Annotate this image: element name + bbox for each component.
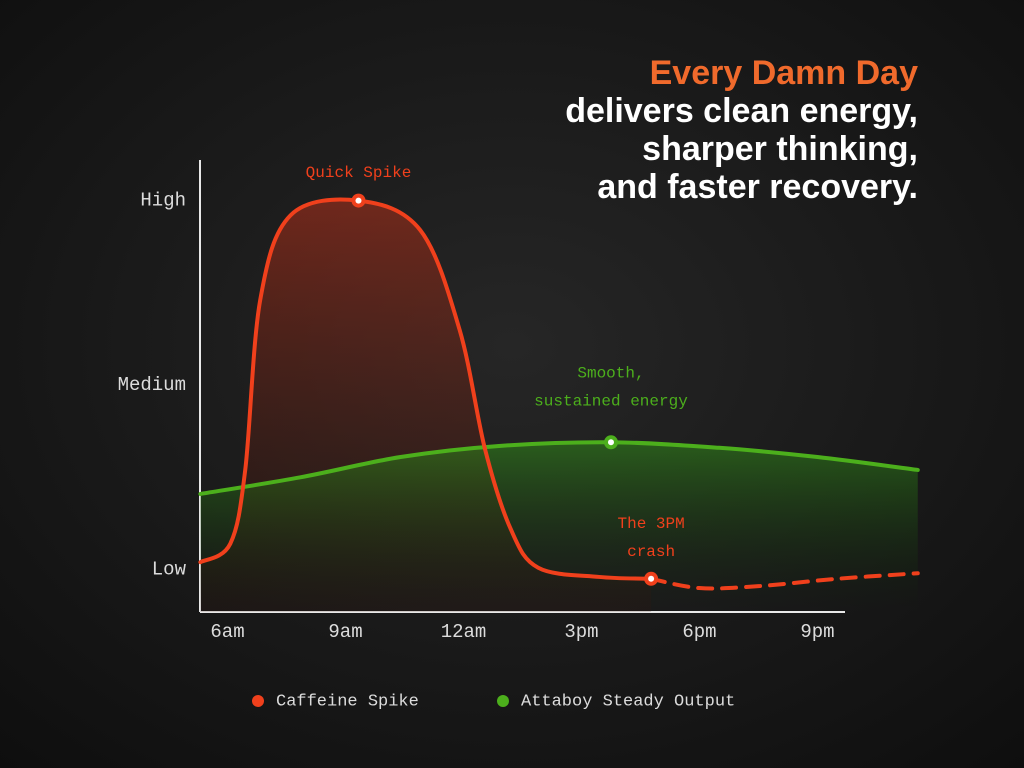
line	[198, 197, 654, 581]
annotation: crash	[627, 543, 675, 561]
y-tick-label: Medium	[118, 374, 186, 396]
legend-swatch	[252, 695, 264, 707]
legend-label: Caffeine Spike	[276, 692, 419, 711]
subtitle: sharper thinking,	[642, 130, 918, 168]
annotation: Smooth,	[577, 364, 644, 382]
plot: Low Medium High 6am 9am 12am 3pm 6pm 9pm Quick Sp…	[118, 160, 920, 711]
legend-swatch	[497, 695, 509, 707]
x-tick-label: 6pm	[682, 621, 716, 643]
x-tick-label: 6am	[210, 621, 244, 643]
legend-label: Attaboy Steady Output	[521, 692, 735, 711]
x-tick-label: 9am	[328, 621, 362, 643]
x-tick-label: 12am	[441, 621, 487, 643]
line	[198, 440, 920, 496]
area	[200, 442, 918, 612]
annotation: The 3PM	[617, 515, 684, 533]
y-tick-label: Low	[152, 559, 187, 581]
annotation: Quick Spike	[306, 164, 412, 182]
x-tick-label: 9pm	[800, 621, 834, 643]
highlight-marker-dot	[607, 439, 614, 446]
line-dashed	[649, 571, 920, 591]
subtitle: delivers clean energy,	[565, 92, 918, 130]
y-tick-label: High	[140, 190, 186, 212]
chart-title: Every Damn Day	[650, 54, 918, 92]
subtitle: and faster recovery.	[597, 168, 918, 206]
highlight-marker-dot	[355, 197, 362, 204]
annotation: sustained energy	[534, 392, 688, 410]
highlight-marker-dot	[648, 575, 655, 582]
x-tick-label: 3pm	[564, 621, 598, 643]
